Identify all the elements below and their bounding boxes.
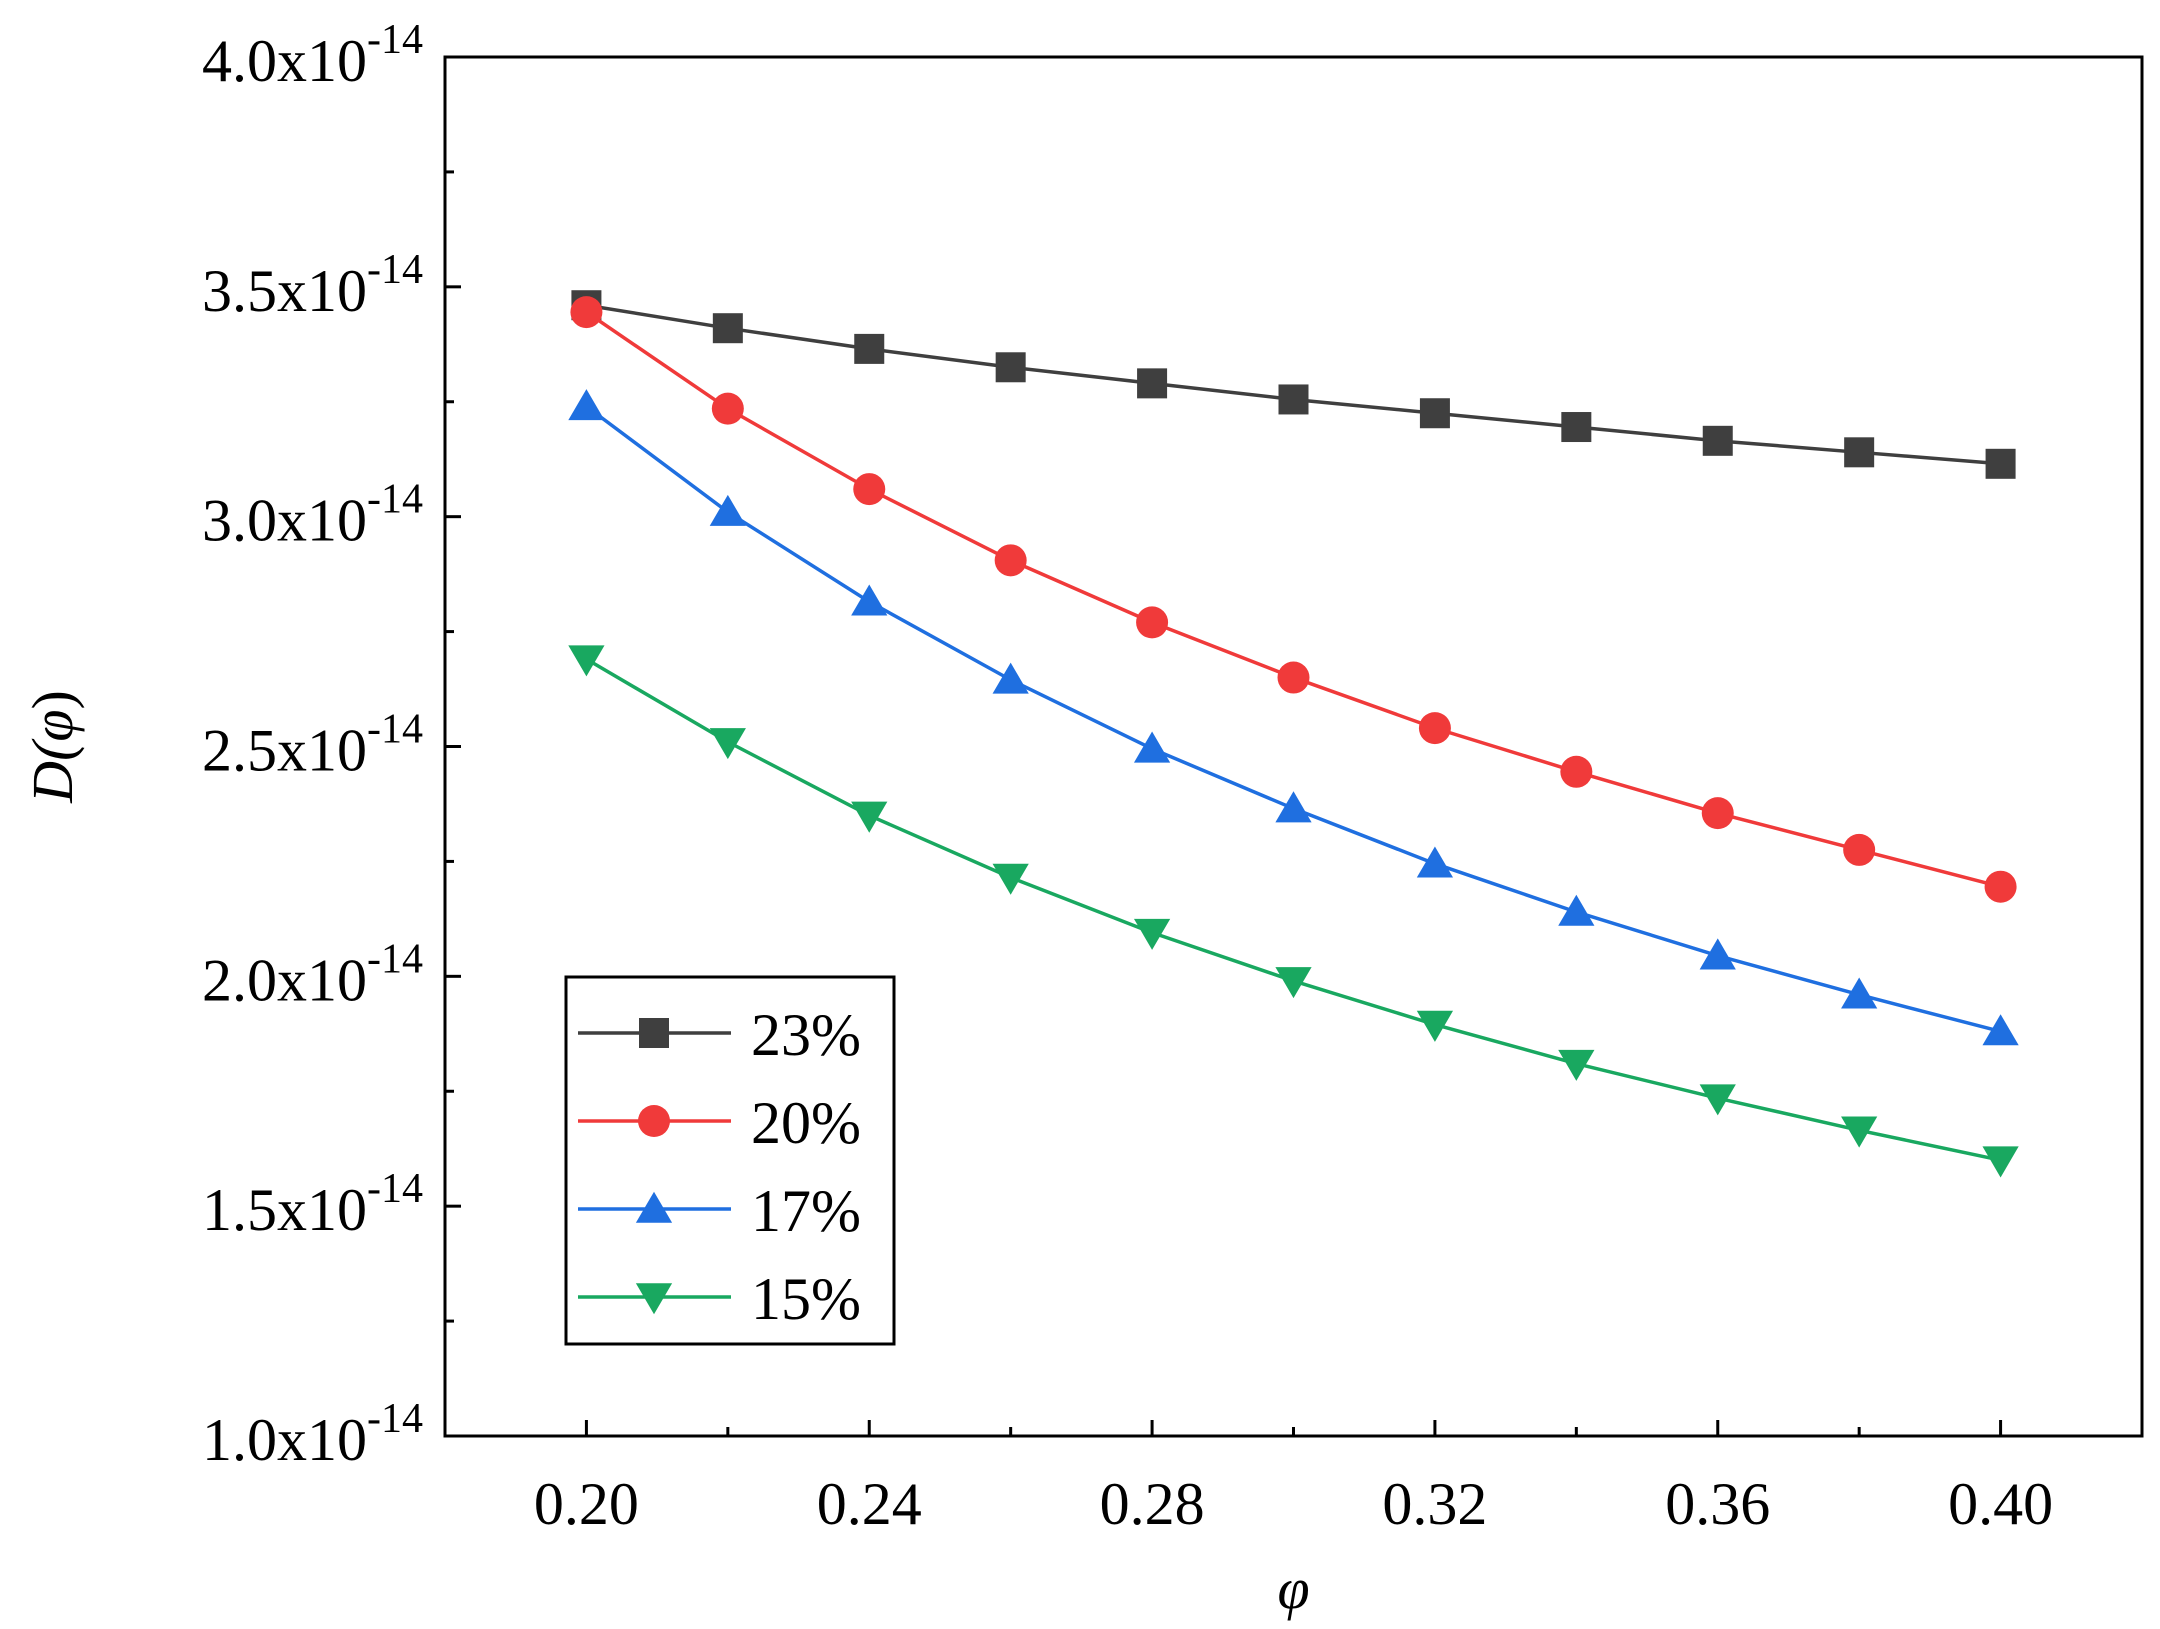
y-tick-label: 1.0x10-14 [202,1396,423,1473]
data-point [568,645,605,677]
data-point [1278,384,1309,415]
data-point [994,544,1027,577]
y-tick-label: 3.5x10-14 [202,247,423,324]
data-point [853,473,886,506]
data-point [1699,938,1736,970]
y-tick-mantissa: 2.5x10 [202,718,367,784]
x-axis-title: φ [1277,1556,1309,1621]
y-tick-exponent: -14 [367,477,423,523]
legend-marker [638,1105,670,1137]
data-point [851,801,888,833]
data-point [1984,870,2017,903]
data-point [709,494,746,526]
legend-box [564,975,896,1346]
legend-label: 17% [751,1178,861,1244]
y-tick-exponent: -14 [367,17,423,63]
data-point [1137,368,1168,399]
y-tick-exponent: -14 [367,1396,423,1442]
y-tick-label: 1.5x10-14 [202,1166,423,1243]
data-point [1843,833,1876,866]
x-tick-label: 0.36 [1665,1471,1770,1537]
data-point [1701,797,1734,830]
series-2 [568,389,2019,1046]
y-tick-label: 4.0x10-14 [202,17,423,94]
data-point [712,313,743,344]
data-point [1136,606,1169,639]
data-point [1558,1049,1595,1081]
data-point [1560,755,1593,788]
data-point [1844,437,1875,468]
data-point [1561,412,1592,443]
x-tick-label: 0.28 [1100,1471,1205,1537]
data-point [1275,967,1312,999]
y-tick-exponent: -14 [367,707,423,753]
legend-item: 23% [578,1002,861,1068]
data-point [1133,918,1171,950]
x-tick-label: 0.20 [534,1471,639,1537]
y-tick-label: 2.0x10-14 [202,936,423,1013]
legend: 23% 20% 17% 15% [564,975,896,1346]
data-point [992,863,1029,895]
legend-label: 23% [751,1002,861,1068]
data-point [568,389,605,421]
data-point [1416,846,1454,878]
legend-item: 15% [578,1266,861,1332]
y-tick-mantissa: 3.5x10 [202,258,367,324]
series-line [585,404,2002,1034]
series-0 [571,290,2016,479]
data-point [1275,791,1312,823]
legend-marker [635,1283,673,1315]
y-tick-mantissa: 1.5x10 [202,1177,367,1243]
data-point [995,352,1026,383]
x-tick-label: 0.40 [1948,1471,2053,1537]
x-tick-labels: 0.20 0.24 0.28 0.32 0.36 0.40 [534,1471,2053,1537]
data-point [1985,448,2016,479]
data-point [1277,661,1310,694]
y-tick-mantissa: 2.0x10 [202,947,367,1013]
series-1 [570,296,2017,903]
data-point [570,296,603,329]
legend-label: 20% [751,1090,861,1156]
x-tick-label: 0.32 [1382,1471,1487,1537]
y-tick-mantissa: 3.0x10 [202,488,367,554]
series-layer [568,290,2019,1178]
legend-item: 17% [578,1178,861,1244]
data-point [854,333,885,364]
y-tick-exponent: -14 [367,936,423,982]
data-point [1982,1146,2019,1178]
data-point [711,392,744,425]
plot-frame [443,55,2144,1438]
data-point [1133,731,1171,763]
legend-marker [639,1018,669,1048]
series-3 [568,645,2019,1178]
y-tick-label: 3.0x10-14 [202,477,423,554]
legend-item: 20% [578,1090,861,1156]
data-point [709,728,746,760]
data-point [1558,894,1595,926]
legend-label: 15% [751,1266,861,1332]
y-axis-title-close: ) [20,690,85,709]
y-axis-title: D(φ) [20,690,85,804]
y-tick-label: 2.5x10-14 [202,707,423,784]
y-tick-labels: 1.0x10-141.5x10-142.0x10-142.5x10-143.0x… [202,17,423,1473]
data-point [1699,1084,1736,1116]
data-point [1418,712,1451,745]
y-tick-mantissa: 4.0x10 [202,28,367,94]
y-tick-exponent: -14 [367,1166,423,1212]
data-point [1982,1014,2019,1046]
legend-marker [635,1191,673,1223]
data-point [1841,977,1878,1009]
data-point [1416,1010,1454,1042]
y-tick-mantissa: 1.0x10 [202,1407,367,1473]
data-point [1702,425,1733,456]
data-point [992,662,1029,694]
y-axis-title-func: D( [20,738,85,804]
y-axis-title-var: φ [20,710,85,742]
x-tick-label: 0.24 [817,1471,922,1537]
data-point [1419,398,1450,429]
data-point [851,584,888,616]
data-point [1841,1116,1878,1148]
y-tick-exponent: -14 [367,247,423,293]
